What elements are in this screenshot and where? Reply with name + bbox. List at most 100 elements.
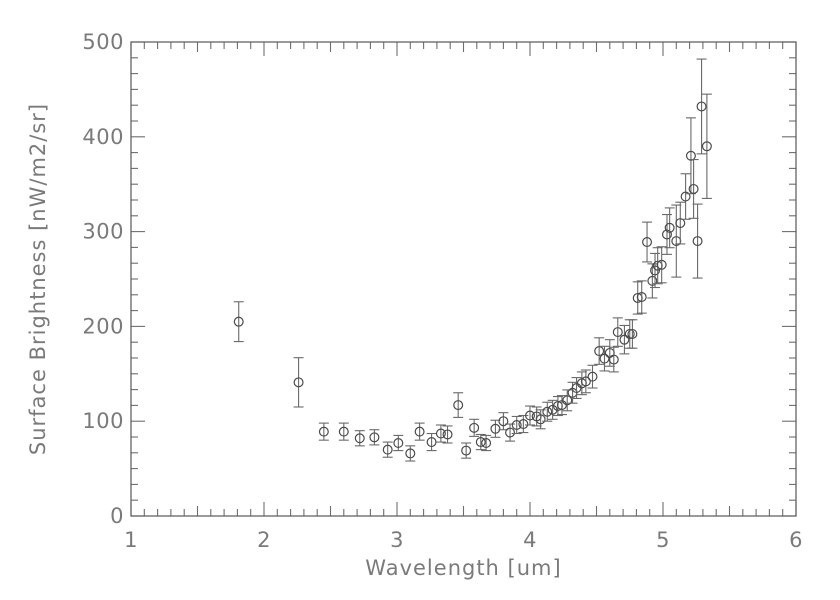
data-point (587, 364, 598, 389)
data-point (490, 419, 501, 438)
data-marker-circle (461, 445, 472, 456)
data-marker-circle (442, 429, 453, 440)
data-marker-circle (661, 229, 672, 240)
data-marker-circle (587, 371, 598, 382)
data-marker-circle (475, 437, 486, 448)
y-axis-title: Surface Brightness [nW/m2/sr] (26, 102, 50, 456)
data-marker-circle (627, 328, 638, 339)
data-marker-circle (696, 101, 707, 112)
data-point (580, 369, 591, 394)
data-point (661, 213, 672, 255)
data-point (627, 319, 638, 349)
data-point (293, 357, 304, 408)
data-marker-circle (542, 406, 553, 417)
data-point (511, 415, 522, 435)
data-marker-circle (688, 183, 699, 194)
plot-frame (130, 41, 797, 517)
data-marker-circle (624, 328, 635, 339)
data-marker-circle (599, 353, 610, 364)
data-point (685, 117, 696, 195)
data-point (461, 442, 472, 459)
data-marker-circle (647, 275, 658, 286)
data-point (369, 429, 380, 446)
data-marker-circle (619, 334, 630, 345)
data-series (233, 58, 712, 462)
data-point (435, 424, 446, 443)
data-point (542, 401, 553, 422)
data-point (518, 414, 529, 434)
y-tick-label: 200 (82, 314, 124, 338)
data-marker-circle (680, 191, 691, 202)
data-marker-circle (612, 327, 623, 338)
data-point (475, 433, 486, 451)
data-point (664, 207, 675, 249)
data-marker-circle (453, 400, 464, 411)
data-point (382, 441, 393, 458)
data-point (636, 280, 647, 314)
data-point (393, 434, 404, 452)
data-point (469, 418, 480, 437)
y-tick-label: 0 (110, 504, 124, 528)
data-point (354, 430, 365, 447)
data-marker-circle (701, 141, 712, 152)
data-point (692, 203, 703, 279)
data-marker-circle (498, 416, 509, 427)
data-marker-circle (580, 376, 591, 387)
y-tick-label: 100 (82, 409, 124, 433)
data-marker-circle (664, 222, 675, 233)
data-point (671, 204, 682, 278)
data-marker-circle (369, 432, 380, 443)
axis-ticks (130, 41, 797, 517)
data-marker-circle (382, 444, 393, 455)
data-point (426, 432, 437, 452)
data-point (642, 221, 653, 263)
x-tick-label: 6 (789, 528, 803, 552)
data-point (619, 324, 630, 355)
data-point (594, 337, 605, 365)
data-marker-circle (656, 259, 667, 270)
data-point (524, 405, 535, 426)
data-point (562, 389, 573, 412)
x-tick-label: 2 (257, 528, 271, 552)
data-marker-circle (318, 426, 329, 437)
data-marker-circle (481, 438, 492, 449)
x-tick-label: 1 (124, 528, 138, 552)
data-marker-circle (562, 395, 573, 406)
data-point (405, 445, 416, 462)
data-point (481, 434, 492, 452)
data-marker-circle (594, 346, 605, 357)
data-marker-circle (692, 236, 703, 247)
x-tick-label: 3 (390, 528, 404, 552)
data-point (318, 422, 329, 441)
data-marker-circle (490, 423, 501, 434)
data-marker-circle (338, 426, 349, 437)
data-marker-circle (435, 428, 446, 439)
data-marker-circle (469, 422, 480, 433)
y-tick-label: 300 (82, 220, 124, 244)
data-point (414, 422, 425, 441)
data-marker-circle (636, 292, 647, 303)
data-marker-circle (511, 419, 522, 430)
data-marker-circle (393, 438, 404, 449)
y-tick-label: 400 (82, 125, 124, 149)
data-point (701, 93, 712, 199)
data-marker-circle (675, 218, 686, 229)
data-marker-circle (233, 316, 244, 327)
data-marker-circle (405, 448, 416, 459)
data-point (608, 346, 619, 373)
data-marker-circle (354, 433, 365, 444)
data-marker-circle (535, 414, 546, 425)
data-point (656, 246, 667, 284)
axis-tick-labels: 1 2 3 4 5 6 0 100 200 300 400 500 (82, 30, 803, 552)
x-tick-label: 4 (523, 528, 537, 552)
data-marker-circle (524, 410, 535, 421)
data-marker-circle (650, 265, 661, 276)
data-point (338, 422, 349, 441)
data-marker-circle (608, 354, 619, 365)
data-point (680, 173, 691, 220)
data-point (599, 345, 610, 372)
data-point (535, 409, 546, 430)
data-point (688, 159, 699, 219)
data-marker-circle (518, 419, 529, 430)
